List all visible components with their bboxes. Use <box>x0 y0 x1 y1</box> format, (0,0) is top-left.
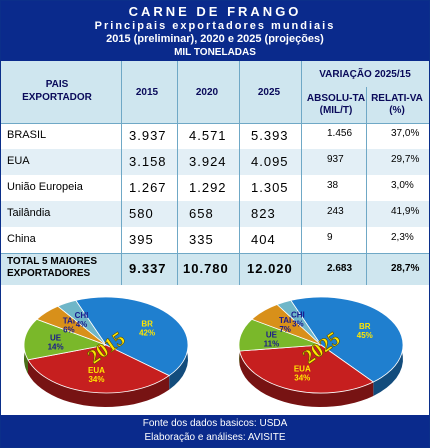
value-absolute: 38 <box>327 180 339 191</box>
pie-slice-value-label: 3% <box>292 320 304 329</box>
data-table: PAIS EXPORTADOR 2015 2020 2025 VARIAÇÃO … <box>1 61 429 285</box>
table-row: União Europeia 1.267 1.292 1.305 38 3,0% <box>1 175 429 201</box>
col-country: PAIS EXPORTADOR <box>22 79 92 103</box>
country-cell: EUA <box>7 155 30 167</box>
pie-slice-category-label: EUA <box>88 366 105 375</box>
country-cell: BRASIL <box>7 129 47 141</box>
pie-slice-chi <box>57 299 107 346</box>
total-label: TOTAL 5 MAIORES EXPORTADORES <box>7 256 98 279</box>
credit-note: Elaboração e análises: AVISITE <box>144 432 286 443</box>
divider <box>301 61 302 285</box>
pie-slice-ue <box>23 318 108 361</box>
pie-slice-category-label: EUA <box>294 365 311 374</box>
pie-slice-eua <box>27 344 170 394</box>
value-relative: 41,9% <box>391 206 420 217</box>
value-relative: 2,3% <box>391 232 414 243</box>
value-2015: 1.267 <box>129 180 167 195</box>
value-relative: 29,7% <box>391 154 420 165</box>
col-relative: RELATI-VA (%) <box>371 93 423 116</box>
pie-slice-value-label: 45% <box>357 331 373 340</box>
pie-slice-category-label: UE <box>266 331 278 340</box>
country-cell: Tailândia <box>7 207 51 219</box>
col-2025: 2025 <box>257 87 281 98</box>
subtitle: Principais exportadores mundiais <box>94 20 336 32</box>
pie-slice-value-label: 6% <box>63 326 75 335</box>
value-2015: 580 <box>129 206 154 221</box>
unit: MIL TONELADAS <box>174 47 256 58</box>
total-abs: 2.683 <box>327 263 353 274</box>
table-header: PAIS EXPORTADOR 2015 2020 2025 VARIAÇÃO … <box>1 61 429 123</box>
value-2020: 3.924 <box>189 154 227 169</box>
divider <box>366 87 367 285</box>
value-2025: 823 <box>251 206 276 221</box>
pie-slice-category-label: CHI <box>75 311 89 320</box>
table-row: Tailândia 580 658 823 243 41,9% <box>1 201 429 227</box>
pie-slice-value-label: 7% <box>279 325 291 334</box>
value-absolute: 9 <box>327 232 333 243</box>
header: CARNE DE FRANGO Principais exportadores … <box>1 1 429 61</box>
pie-slice-category-label: BR <box>141 320 153 329</box>
value-relative: 3,0% <box>391 180 414 191</box>
value-2020: 335 <box>189 232 214 247</box>
divider <box>239 61 240 285</box>
title: CARNE DE FRANGO <box>128 4 302 19</box>
total-2025: 12.020 <box>247 261 293 276</box>
pie-charts: BR 42% EUA 34% UE 14% TAI 6% CHI 4% 2015 BR 45% EUA 34… <box>1 285 429 415</box>
pie-slice-category-label: CHI <box>291 311 305 320</box>
divider <box>177 61 178 285</box>
table-row: EUA 3.158 3.924 4.095 937 29,7% <box>1 149 429 175</box>
pie-slice-value-label: 34% <box>294 374 310 383</box>
pie-slice-br <box>290 296 404 383</box>
pie-slice-value-label: 11% <box>264 340 280 349</box>
value-absolute: 937 <box>327 154 344 165</box>
pie-slice-category-label: TAI <box>63 317 75 326</box>
value-2015: 395 <box>129 232 154 247</box>
col-variation: VARIAÇÃO 2025/15 <box>319 69 411 80</box>
col-2020: 2020 <box>195 87 219 98</box>
pie-slice-chi <box>276 299 322 346</box>
total-row: TOTAL 5 MAIORES EXPORTADORES 9.337 10.78… <box>1 253 429 285</box>
value-2025: 404 <box>251 232 276 247</box>
value-2015: 3.158 <box>129 154 167 169</box>
col-2015: 2015 <box>135 87 159 98</box>
pie-slice-eua <box>239 344 375 394</box>
country-cell: União Europeia <box>7 181 83 193</box>
col-absolute: ABSOLU-TA (MIL/T) <box>306 93 366 116</box>
value-2025: 4.095 <box>251 154 289 169</box>
total-2015: 9.337 <box>129 261 167 276</box>
pie-slice-category-label: UE <box>50 333 62 342</box>
table-row: BRASIL 3.937 4.571 5.393 1.456 37,0% <box>1 123 429 149</box>
pie-slice-value-label: 34% <box>88 375 104 384</box>
value-relative: 37,0% <box>391 128 420 139</box>
value-2025: 1.305 <box>251 180 289 195</box>
pie-slice-category-label: BR <box>359 322 371 331</box>
footer: Fonte dos dados basicos: USDA Elaboração… <box>1 415 429 447</box>
pie-slice-value-label: 4% <box>76 320 88 329</box>
period: 2015 (preliminar), 2020 e 2025 (projeçõe… <box>106 33 324 45</box>
total-rel: 28,7% <box>391 263 420 274</box>
pie-svg: BR42%EUA34%UE14%TAI6%CHI4%2015BR45%EUA34… <box>23 296 404 407</box>
divider <box>1 253 429 254</box>
pie-slice-side <box>239 351 374 407</box>
pie-slice-value-label: 14% <box>48 342 64 351</box>
pie-slice-br <box>75 296 189 377</box>
value-2025: 5.393 <box>251 128 289 143</box>
value-2015: 3.937 <box>129 128 167 143</box>
value-2020: 4.571 <box>189 128 227 143</box>
source-note: Fonte dos dados basicos: USDA <box>142 418 288 429</box>
pie-slice-side <box>28 359 170 407</box>
value-2020: 1.292 <box>189 180 227 195</box>
value-absolute: 1.456 <box>327 128 353 139</box>
value-absolute: 243 <box>327 206 344 217</box>
country-cell: China <box>7 233 36 245</box>
pie-slice-category-label: TAI <box>279 316 291 325</box>
pie-slice-value-label: 42% <box>139 329 155 338</box>
divider <box>1 123 429 124</box>
value-2020: 658 <box>189 206 214 221</box>
table-row: China 395 335 404 9 2,3% <box>1 227 429 253</box>
total-2020: 10.780 <box>183 261 229 276</box>
divider <box>121 61 122 285</box>
